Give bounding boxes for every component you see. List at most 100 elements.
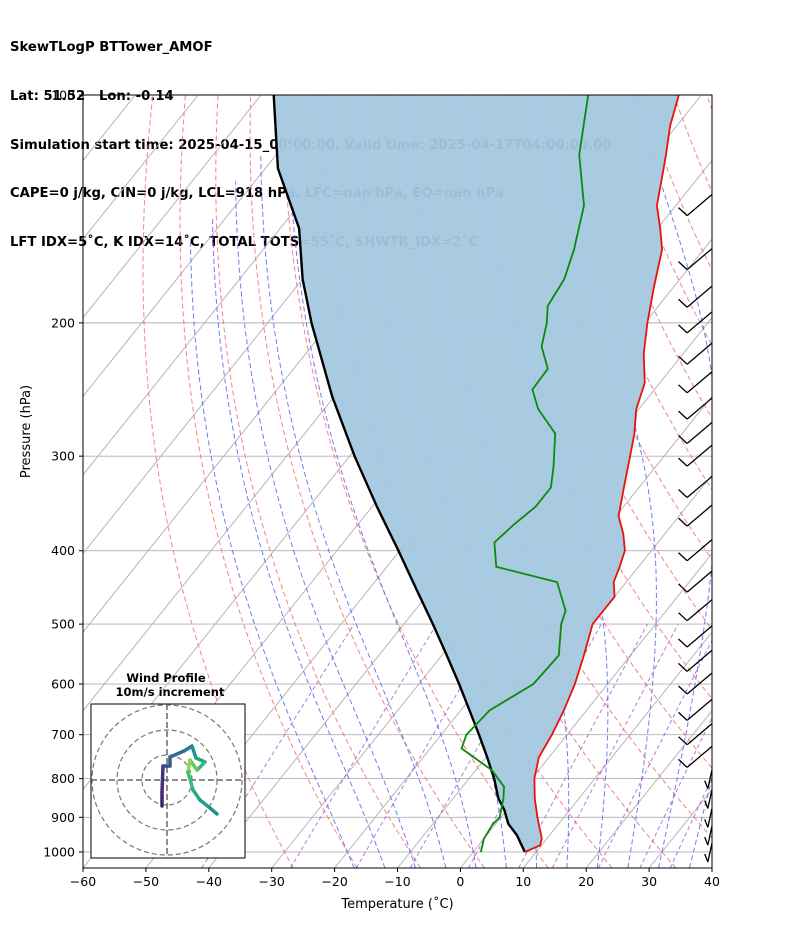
moist-adiabat-line	[633, 95, 712, 868]
x-tick-label: −20	[321, 874, 347, 889]
x-tick-label: 20	[578, 874, 594, 889]
hodograph-segment	[190, 744, 198, 760]
hodograph-segment	[160, 764, 165, 794]
hodograph-segment	[191, 788, 202, 802]
wind-barb-flag	[678, 324, 688, 334]
x-tick-label: −60	[70, 874, 96, 889]
wind-barb	[686, 444, 713, 467]
wind-barb	[686, 397, 713, 420]
y-tick-label: 900	[51, 810, 75, 825]
moist-adiabat-line	[235, 181, 416, 868]
wind-barb-flag	[678, 298, 688, 308]
dry-adiabat-line	[641, 95, 712, 272]
wind-barb-flag	[678, 685, 688, 695]
wind-barb-flag	[678, 410, 688, 420]
wind-barb	[686, 475, 713, 498]
isotherm-line	[585, 710, 712, 868]
isotherm-line	[0, 95, 72, 868]
dry-adiabat-line	[179, 95, 358, 868]
mixing-ratio-line	[551, 623, 679, 868]
wind-barb-flag	[678, 711, 688, 721]
isotherm-line	[83, 95, 325, 397]
wind-barb	[686, 649, 713, 672]
dry-adiabat-line	[282, 95, 549, 868]
x-tick-label: 30	[641, 874, 657, 889]
wind-barb-flag	[678, 736, 688, 746]
isotherm-line	[775, 95, 794, 868]
wind-barb	[686, 672, 713, 695]
isotherm-line	[83, 95, 199, 240]
hodograph-segment	[195, 760, 207, 772]
wind-barb	[686, 194, 713, 217]
wind-barb-flag	[678, 457, 688, 467]
chart-title: SkewTLogP BTTower_AMOF	[10, 40, 213, 56]
parcel-profile-line	[272, 95, 526, 853]
y-tick-label: 300	[51, 449, 75, 464]
hodograph-segment	[186, 770, 195, 792]
wind-barb	[686, 421, 713, 444]
profile-lines	[272, 95, 680, 853]
inset-rings	[91, 704, 245, 858]
wind-barb-flag	[678, 638, 688, 648]
dewpoint-line	[460, 95, 590, 853]
wind-barb	[686, 504, 713, 527]
dry-adiabat-line	[215, 95, 422, 868]
y-tick-label: 200	[51, 315, 75, 330]
wind-barb-flag	[678, 435, 688, 444]
wind-barb-flag	[704, 780, 709, 789]
inset-subtitle: 10m/s increment	[116, 685, 225, 699]
wind-barb	[707, 769, 713, 789]
wind-barb-flag	[704, 836, 709, 846]
temperature-line	[524, 95, 680, 853]
wind-barb-flag	[678, 384, 688, 394]
wind-barb-flag	[678, 662, 688, 672]
isotherm-line	[522, 631, 712, 868]
location-line: Lat: 51.52 Lon: -0.14	[10, 89, 174, 105]
mixing-ratio-line	[409, 623, 549, 868]
wind-barb	[686, 570, 713, 593]
isotherm-line	[83, 95, 388, 476]
hodograph-segment	[186, 758, 192, 774]
y-tick-label: 700	[51, 727, 75, 742]
wind-barb	[707, 789, 713, 809]
moist-adiabat-line	[212, 217, 386, 868]
y-axis-label: Pressure (hPa)	[19, 385, 34, 478]
x-tick-label: −10	[384, 874, 410, 889]
isotherm-line	[334, 395, 712, 868]
wind-barb-flag	[678, 583, 688, 593]
moist-adiabat-line	[720, 95, 794, 868]
isotherm-line	[460, 552, 712, 868]
y-tick-label: 100	[51, 88, 75, 103]
wind-barb	[686, 311, 713, 334]
moist-adiabat-line	[190, 239, 355, 868]
wind-barb	[686, 342, 713, 365]
y-tick-label: 800	[51, 771, 75, 786]
wind-barb-flag	[704, 853, 709, 863]
hodograph-segment	[168, 749, 186, 759]
wind-barb-flag	[678, 489, 688, 498]
y-tick-label: 600	[51, 677, 75, 692]
dry-adiabat-line	[142, 95, 294, 868]
inset-title: Wind Profile	[126, 671, 206, 685]
wind-barb	[707, 842, 713, 863]
moist-adiabat-line	[260, 154, 447, 868]
y-tick-label: 500	[51, 617, 75, 632]
wind-barb-flag	[678, 612, 688, 622]
dry-adiabat-line	[249, 95, 485, 868]
hodograph-segment	[198, 798, 212, 810]
x-tick-label: −40	[196, 874, 222, 889]
wind-barb-flag	[678, 261, 688, 271]
x-tick-label: 10	[515, 874, 531, 889]
cin-shaded-area	[273, 95, 679, 852]
isotherm-line	[711, 867, 712, 868]
isotherm-line	[83, 95, 262, 319]
mixing-ratio-line	[669, 776, 712, 868]
wind-barb	[686, 599, 713, 622]
x-tick-label: 40	[704, 874, 720, 889]
wind-barb-flag	[678, 355, 688, 365]
wind-barb	[686, 745, 713, 768]
wind-barb	[686, 248, 713, 271]
mixing-ratio-line	[597, 639, 712, 868]
